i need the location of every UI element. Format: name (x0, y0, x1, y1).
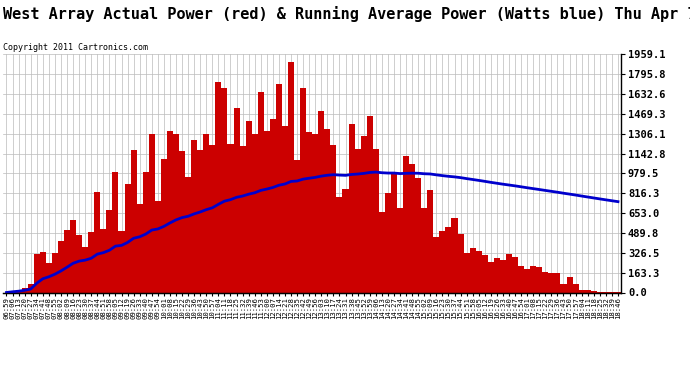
Bar (276, 84, 282, 292)
Bar (415, 177, 421, 292)
Bar (373, 149, 379, 292)
Bar (258, 92, 264, 292)
Bar (440, 231, 446, 292)
Bar (58, 242, 64, 292)
Bar (331, 145, 337, 292)
Bar (355, 149, 361, 292)
Bar (10, 291, 16, 292)
Bar (560, 284, 566, 292)
Bar (130, 150, 137, 292)
Text: West Array Actual Power (red) & Running Average Power (Watts blue) Thu Apr 7 18:: West Array Actual Power (red) & Running … (3, 6, 690, 22)
Bar (288, 62, 294, 292)
Bar (385, 193, 391, 292)
Bar (530, 266, 536, 292)
Bar (46, 263, 52, 292)
Bar (282, 126, 288, 292)
Bar (366, 116, 373, 292)
Bar (179, 151, 185, 292)
Bar (185, 177, 191, 292)
Bar (294, 160, 300, 292)
Bar (64, 230, 70, 292)
Bar (361, 136, 366, 292)
Bar (512, 257, 518, 292)
Bar (215, 82, 221, 292)
Bar (100, 229, 106, 292)
Bar (82, 247, 88, 292)
Bar (312, 134, 318, 292)
Bar (112, 172, 119, 292)
Bar (324, 129, 331, 292)
Bar (300, 88, 306, 292)
Bar (566, 278, 573, 292)
Bar (542, 272, 549, 292)
Bar (579, 290, 584, 292)
Bar (270, 118, 276, 292)
Bar (28, 284, 34, 292)
Bar (403, 156, 409, 292)
Bar (209, 145, 215, 292)
Bar (488, 262, 494, 292)
Bar (500, 260, 506, 292)
Bar (554, 273, 560, 292)
Bar (52, 254, 58, 292)
Bar (306, 132, 312, 292)
Bar (119, 231, 124, 292)
Bar (337, 197, 342, 292)
Bar (475, 252, 482, 292)
Bar (246, 121, 252, 292)
Bar (252, 134, 258, 292)
Bar (427, 190, 433, 292)
Bar (464, 253, 470, 292)
Bar (16, 290, 21, 292)
Bar (137, 204, 143, 292)
Bar (149, 134, 155, 292)
Bar (536, 267, 542, 292)
Bar (88, 232, 95, 292)
Bar (143, 172, 149, 292)
Bar (318, 111, 324, 292)
Bar (124, 184, 130, 292)
Bar (221, 87, 228, 292)
Text: Copyright 2011 Cartronics.com: Copyright 2011 Cartronics.com (3, 43, 148, 52)
Bar (409, 164, 415, 292)
Bar (155, 201, 161, 292)
Bar (494, 258, 500, 292)
Bar (397, 208, 403, 292)
Bar (518, 266, 524, 292)
Bar (433, 237, 440, 292)
Bar (34, 254, 40, 292)
Bar (70, 220, 76, 292)
Bar (197, 150, 204, 292)
Bar (348, 124, 355, 292)
Bar (391, 174, 397, 292)
Bar (264, 130, 270, 292)
Bar (167, 131, 173, 292)
Bar (421, 208, 427, 292)
Bar (591, 291, 597, 292)
Bar (524, 269, 530, 292)
Bar (233, 108, 239, 292)
Bar (106, 210, 112, 292)
Bar (95, 192, 100, 292)
Bar (161, 159, 167, 292)
Bar (451, 218, 457, 292)
Bar (457, 234, 464, 292)
Bar (239, 146, 246, 292)
Bar (191, 140, 197, 292)
Bar (204, 134, 209, 292)
Bar (379, 212, 385, 292)
Bar (228, 144, 233, 292)
Bar (342, 189, 348, 292)
Bar (21, 288, 28, 292)
Bar (584, 290, 591, 292)
Bar (446, 227, 451, 292)
Bar (40, 252, 46, 292)
Bar (482, 255, 488, 292)
Bar (573, 284, 579, 292)
Bar (173, 134, 179, 292)
Bar (470, 248, 475, 292)
Bar (549, 273, 554, 292)
Bar (76, 235, 82, 292)
Bar (506, 255, 512, 292)
